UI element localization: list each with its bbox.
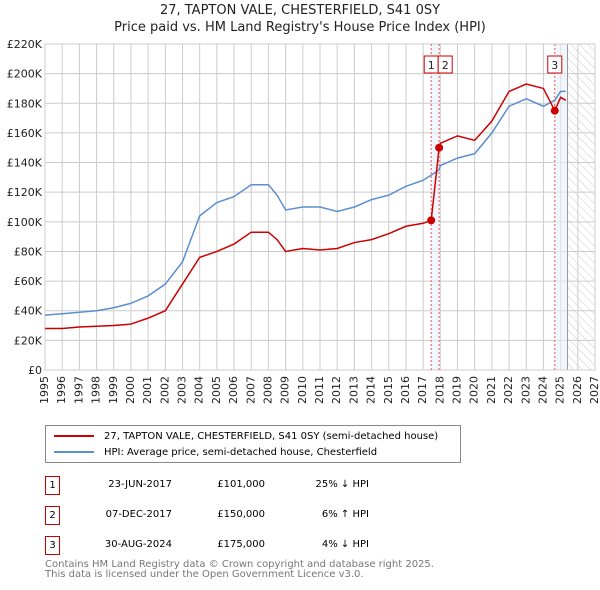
- plot-frame: [44, 43, 596, 371]
- y-tick-label: £100K: [7, 216, 43, 229]
- sale-price: £150,000: [217, 509, 265, 520]
- sale-date: 23-JUN-2017: [108, 479, 172, 490]
- x-tick-label: 2011: [313, 376, 326, 404]
- footer-copyright: Contains HM Land Registry data © Crown c…: [45, 559, 434, 570]
- x-tick-label: 2006: [227, 376, 240, 404]
- x-tick-label: 2023: [519, 376, 532, 404]
- sale-label: 3: [551, 59, 558, 72]
- x-tick-label: 2019: [451, 376, 464, 404]
- x-tick-label: 2026: [571, 376, 584, 404]
- sale-hpi-diff: 4% ↓ HPI: [321, 539, 369, 550]
- x-tick-label: 2027: [588, 376, 600, 404]
- x-tick-label: 2009: [279, 376, 292, 404]
- footer-licence: This data is licensed under the Open Gov…: [45, 569, 364, 580]
- y-tick-label: £200K: [7, 68, 43, 81]
- legend: 27, TAPTON VALE, CHESTERFIELD, S41 0SY (…: [45, 425, 461, 463]
- sale-number-badge: 1: [45, 476, 60, 495]
- sale-number-badge: 3: [45, 536, 60, 555]
- x-tick-label: 2008: [261, 376, 274, 404]
- sale-label-box: [547, 55, 563, 74]
- x-tick-label: 2004: [193, 376, 206, 404]
- legend-label: HPI: Average price, semi-detached house,…: [104, 446, 378, 458]
- y-tick-label: £140K: [7, 157, 43, 170]
- x-tick-label: 2001: [141, 376, 154, 404]
- y-tick-label: £60K: [14, 275, 43, 288]
- x-tick-label: 2010: [296, 376, 309, 404]
- y-tick-label: £160K: [7, 127, 43, 140]
- x-tick-label: 2013: [347, 376, 360, 404]
- legend-item-property: 27, TAPTON VALE, CHESTERFIELD, S41 0SY (…: [54, 428, 438, 444]
- sale-row: 3 30-AUG-2024 £175,000 4% ↓ HPI: [45, 536, 465, 556]
- x-tick-label: 2022: [502, 376, 515, 404]
- x-tick-label: 2003: [176, 376, 189, 404]
- y-tick-label: £180K: [7, 97, 43, 110]
- y-tick-label: £0: [28, 364, 42, 377]
- sale-row: 2 07-DEC-2017 £150,000 6% ↑ HPI: [45, 506, 465, 526]
- chart-title: 27, TAPTON VALE, CHESTERFIELD, S41 0SY: [159, 3, 441, 18]
- legend-item-hpi: HPI: Average price, semi-detached house,…: [54, 444, 377, 460]
- sale-price: £101,000: [217, 479, 265, 490]
- x-tick-label: 2018: [433, 376, 446, 404]
- y-tick-label: £40K: [14, 305, 43, 318]
- x-tick-label: 1997: [72, 376, 85, 404]
- hpi-line: [44, 90, 566, 316]
- x-tick-label: 2012: [330, 376, 343, 404]
- x-tick-label: 1995: [38, 376, 51, 404]
- x-tick-label: 2016: [399, 376, 412, 404]
- legend-label: 27, TAPTON VALE, CHESTERFIELD, S41 0SY (…: [104, 430, 439, 442]
- x-tick-label: 2007: [244, 376, 257, 404]
- x-tick-label: 2017: [416, 376, 429, 404]
- sale-price: £175,000: [217, 539, 265, 550]
- sale-number-badge: 2: [45, 506, 60, 525]
- sale-point: [550, 106, 559, 115]
- x-tick-label: 2000: [124, 376, 137, 404]
- y-tick-label: £20K: [14, 334, 43, 347]
- x-tick-label: 1996: [55, 376, 68, 404]
- x-tick-label: 2025: [554, 376, 567, 404]
- y-tick-label: £120K: [7, 186, 43, 199]
- forecast-hatch: [567, 44, 595, 370]
- sale-hpi-diff: 25% ↓ HPI: [315, 479, 369, 490]
- x-tick-label: 1998: [90, 376, 103, 404]
- y-tick-label: £80K: [14, 245, 43, 258]
- x-tick-label: 2002: [158, 376, 171, 404]
- x-tick-label: 2005: [210, 376, 223, 404]
- highlight-band: [554, 44, 568, 370]
- sale-label-box: [437, 55, 453, 74]
- sale-label: 2: [442, 59, 449, 72]
- x-tick-label: 2015: [382, 376, 395, 404]
- sale-date: 07-DEC-2017: [105, 509, 172, 520]
- sale-label: 1: [428, 59, 435, 72]
- property-price-line: [45, 83, 567, 330]
- x-tick-label: 1999: [107, 376, 120, 404]
- x-tick-label: 2021: [485, 376, 498, 404]
- x-tick-label: 2020: [468, 376, 481, 404]
- sale-point: [427, 216, 436, 225]
- highlight-band: [431, 44, 440, 370]
- x-tick-label: 2024: [536, 376, 549, 404]
- sale-hpi-diff: 6% ↑ HPI: [321, 509, 369, 520]
- sale-date: 30-AUG-2024: [104, 539, 172, 550]
- y-tick-label: £220K: [7, 38, 43, 51]
- sale-point: [435, 143, 444, 152]
- sale-row: 1 23-JUN-2017 £101,000 25% ↓ HPI: [45, 476, 465, 496]
- price-chart: 1 2 3 1995 1996 1997 1998 1999 2000 2001 2002 2003 2…: [7, 38, 600, 404]
- chart-subtitle: Price paid vs. HM Land Registry's House …: [114, 20, 486, 35]
- footer: Contains HM Land Registry data © Crown c…: [45, 560, 434, 580]
- x-tick-label: 2014: [365, 376, 378, 404]
